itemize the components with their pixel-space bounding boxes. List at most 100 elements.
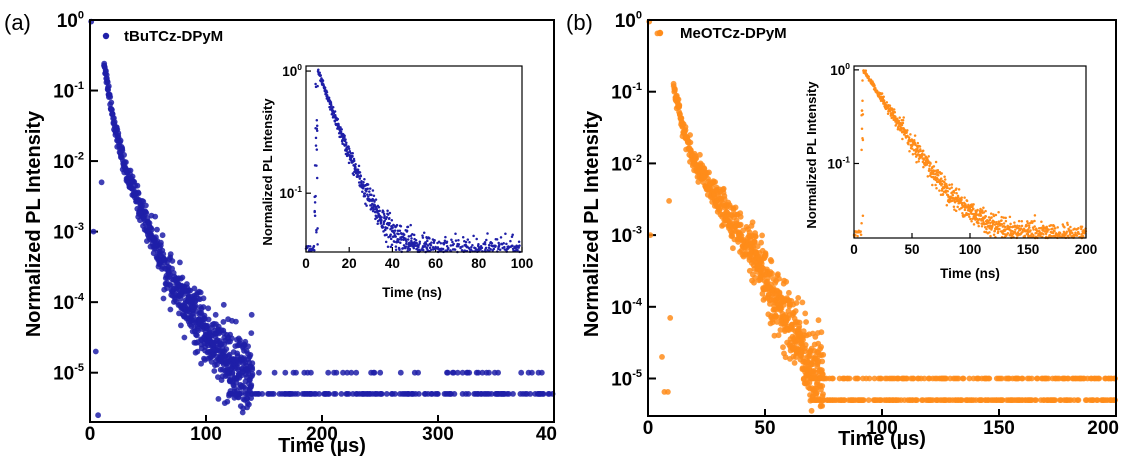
panel-a-inset-data-point [411, 233, 414, 236]
panel-a-inset-data-point [313, 209, 316, 213]
panel-b-inset-data-point [880, 92, 884, 95]
panel-a-x-tick-label: 40 [536, 424, 557, 445]
panel-b-inset-x-ticks: 0 50 100 150 200 [850, 233, 1097, 257]
panel-b-data-point [1096, 375, 1103, 382]
panel-b-inset-data-point [956, 205, 959, 209]
panel-b-data-point [792, 339, 799, 346]
panel-a-inset-data-point [428, 237, 431, 240]
panel-a-inset-x-axis-title: Time (ns) [382, 285, 442, 300]
panel-b-inset-data-point [954, 209, 958, 213]
panel-b-inset-data-point [859, 233, 863, 237]
panel-a-data-point [435, 391, 441, 397]
panel-a-data-point [205, 316, 212, 323]
panel-a-data-point [353, 369, 360, 376]
panel-a-inset-data-point [363, 194, 367, 198]
panel-a-inset-data-point [363, 192, 367, 195]
panel-b-data-point [712, 179, 718, 185]
panel-b-data-point [775, 332, 782, 339]
panel-a-data-point [454, 369, 461, 376]
panel-a-data-point [167, 251, 174, 257]
panel-b-inset-data-point [1063, 225, 1066, 229]
panel-a-inset-data-point [315, 124, 319, 127]
panel-a-inset-x-tick-label: 60 [428, 256, 443, 271]
panel-a-inset-data-point [475, 237, 478, 241]
panel-a-inset-data-point [354, 163, 357, 166]
panel-a-legend-label: tBuTCz-DPyM [124, 28, 223, 45]
panel-b-data-point [780, 344, 786, 351]
panel-a-data-point [212, 311, 219, 318]
panel-b-inset-data-point [1002, 222, 1006, 225]
panel-a-inset-data-point [357, 175, 360, 178]
panel-a-inset-data-point [392, 223, 395, 227]
panel-a-data-point [135, 190, 142, 197]
panel-b-y-tick-label: 10-2 [611, 153, 642, 176]
panel-a-data-point [224, 398, 231, 405]
panel-b-inset-data-point [1046, 230, 1049, 233]
panel-b-data-point [706, 169, 712, 176]
panel-b-inset-data-point [979, 214, 983, 217]
panel-b-data-point [775, 271, 781, 278]
panel-b-data-point [751, 279, 757, 286]
panel-a-y-tick-label: 10-3 [53, 221, 84, 244]
panel-a-inset-data-point [330, 104, 333, 107]
panel-b-inset-data-point [995, 220, 998, 224]
panel-b-data-point [1045, 375, 1052, 382]
panel-b-inset-data-point [907, 142, 910, 146]
panel-a-inset-bg [306, 66, 522, 252]
panel-a-inset-data-point [517, 246, 520, 249]
panel-a-inset-data-point [410, 237, 413, 240]
panel-a-data-point [237, 337, 243, 343]
panel-a-data-point [495, 369, 501, 376]
panel-a-inset-data-point [319, 74, 322, 77]
panel-b-inset-data-point [1033, 225, 1036, 228]
panel-a-data-point [459, 369, 466, 376]
panel-b-legend-label: MeOTCz-DPyM [680, 25, 787, 42]
panel-b-inset-data-point [1040, 226, 1043, 230]
panel-b-inset-y-ticks: 100 10-1 [827, 61, 859, 171]
panel-b-inset-data-point [928, 167, 931, 170]
panel-a-inset-data-point [495, 238, 499, 241]
panel-a-inset-data-point [352, 159, 356, 163]
panel-b-data-point [799, 299, 806, 306]
panel-b-inset-data-point [860, 127, 864, 130]
panel-a-inset-data-point [343, 134, 346, 137]
panel-b-inset-data-point [1017, 226, 1020, 230]
panel-b-data-point [910, 375, 917, 382]
panel-b-inset-data-point [885, 101, 889, 104]
panel-b-inset-data-point [945, 204, 949, 207]
panel-b-inset-data-point [953, 208, 956, 211]
panel-a-data-point [282, 369, 289, 376]
panel-b-inset-data-point [981, 219, 985, 222]
panel-a-data-point [333, 369, 340, 376]
panel-b-inset-data-point [1028, 221, 1032, 225]
panel-a-inset-data-point [437, 247, 440, 251]
panel-b-data-point [830, 375, 836, 382]
panel-a-data-point [179, 274, 186, 281]
panel-b-inset-data-point [893, 111, 897, 114]
panel-b-data-point [841, 397, 848, 403]
panel-a-data-point [111, 119, 118, 125]
panel-a-inset-data-point [389, 233, 392, 236]
panel-b-x-ticks: 0 50 100 150 200 [643, 409, 1119, 439]
panel-b-data-point [676, 104, 683, 110]
panel-b-inset-data-point [1051, 227, 1054, 230]
panel-b-inset-data-point [978, 217, 981, 221]
panel-b-inset-data-point [1077, 232, 1081, 235]
panel-b-x-axis-title: Time (µs) [838, 428, 926, 450]
panel-b-data-point [846, 375, 853, 382]
panel-a-inset-y-axis-title: Normalized PL Intensity [260, 98, 275, 246]
panel-b-data-point [771, 332, 778, 339]
panel-b-inset-data-point [900, 123, 904, 127]
panel-b-inset-data-point [902, 116, 905, 119]
panel-b-inset-data-point [1019, 227, 1023, 230]
panel-b-data-point [818, 344, 824, 350]
panel-a-inset-data-point [352, 173, 356, 177]
panel-a-data-point [392, 391, 398, 397]
panel-b-data-point [687, 132, 693, 138]
panel-b-data-point [792, 308, 799, 314]
panel-a-inset-data-point [409, 223, 412, 227]
panel-b-data-point [762, 252, 769, 259]
panel-a-inset-data-point [371, 209, 375, 213]
panel-a-inset-data-point [371, 189, 375, 192]
panel-b-data-point [921, 375, 928, 382]
